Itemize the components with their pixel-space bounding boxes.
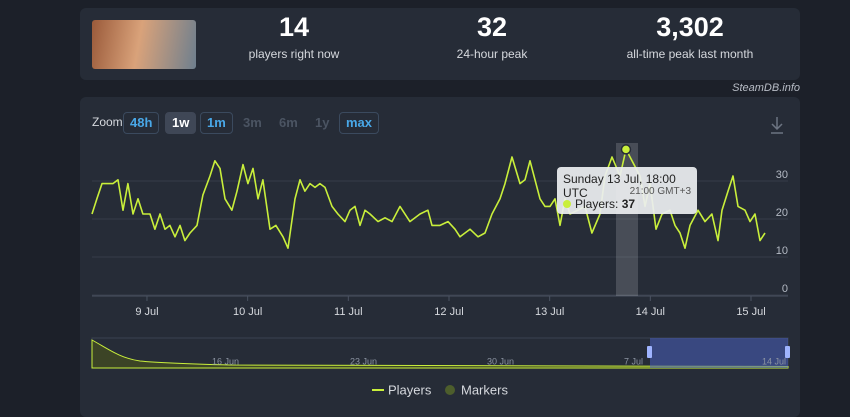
navigator-area <box>91 339 789 369</box>
tooltip-value: 37 <box>621 197 636 211</box>
navigator-label: 7 Jul <box>624 356 643 366</box>
navigator-label: 16 Jun <box>212 356 239 366</box>
stat: 3,302 all-time peak last month <box>590 12 790 61</box>
zoom-button[interactable]: 48h <box>123 112 160 134</box>
credit[interactable]: SteamDB.info <box>732 82 800 94</box>
legend-label[interactable]: Players <box>388 382 432 397</box>
chart: 16 Jun 23 Jun 30 Jun 7 Jul 14 Jul Player… <box>91 117 790 397</box>
tooltip-title: Sunday 13 Jul, 18:00 UTC <box>563 172 676 200</box>
navigator-handle[interactable] <box>785 346 790 358</box>
navigator-handle[interactable] <box>647 346 652 358</box>
x-tick-label: 12 Jul <box>434 306 463 318</box>
x-tick-label: 15 Jul <box>736 306 765 318</box>
y-tick-label: 20 <box>776 207 788 219</box>
navigator-label: 14 Jul <box>762 356 786 366</box>
zoom-label: Zoom <box>92 115 123 129</box>
y-tick-label: 0 <box>782 283 788 295</box>
hover-point <box>620 144 632 155</box>
zoom-button: 1y <box>315 115 330 130</box>
zoom-button: 6m <box>279 115 298 130</box>
legend-label[interactable]: Markers <box>461 382 508 397</box>
tooltip-label: Players: <box>575 197 619 211</box>
stat-label: all-time peak last month <box>626 47 754 61</box>
stat-label: players right now <box>248 47 340 61</box>
page: 14 players right now 32 24-hour peak 3,302… <box>80 8 800 417</box>
stat-value: 32 <box>476 12 508 42</box>
zoom-button[interactable]: 1w <box>165 112 197 134</box>
x-tick-label: 13 Jul <box>535 306 564 318</box>
line <box>91 148 766 249</box>
zoom-button: 3m <box>243 115 262 130</box>
game-thumbnail[interactable] <box>92 20 196 69</box>
y-tick-label: 30 <box>776 169 788 181</box>
stat-value: 14 <box>278 12 310 42</box>
y-tick-label: 10 <box>776 245 788 257</box>
stat: 14 players right now <box>194 12 394 61</box>
stats-panel <box>80 8 800 80</box>
download-icon[interactable] <box>771 117 783 134</box>
tooltip-subtitle: 21:00 GMT+3 <box>629 186 691 197</box>
zoom-button[interactable]: max <box>339 112 380 134</box>
navigator-selection[interactable] <box>650 338 788 368</box>
navigator-label: 30 Jun <box>487 356 514 366</box>
x-tick-label: 14 Jul <box>636 306 665 318</box>
stat-value: 3,302 <box>656 12 724 42</box>
x-tick-label: 10 Jul <box>233 306 262 318</box>
stat: 32 24-hour peak <box>392 12 592 61</box>
x-tick-label: 11 Jul <box>334 306 363 318</box>
tooltip-swatch <box>563 200 571 208</box>
x-tick-label: 9 Jul <box>135 306 158 318</box>
tooltip: Sunday 13 Jul, 18:00 UTC 21:00 GMT+3 Pla… <box>557 167 697 214</box>
zoom-button[interactable]: 1m <box>200 112 233 134</box>
legend-swatch <box>445 385 455 395</box>
stat-label: 24-hour peak <box>456 47 528 61</box>
navigator-label: 23 Jun <box>350 356 377 366</box>
